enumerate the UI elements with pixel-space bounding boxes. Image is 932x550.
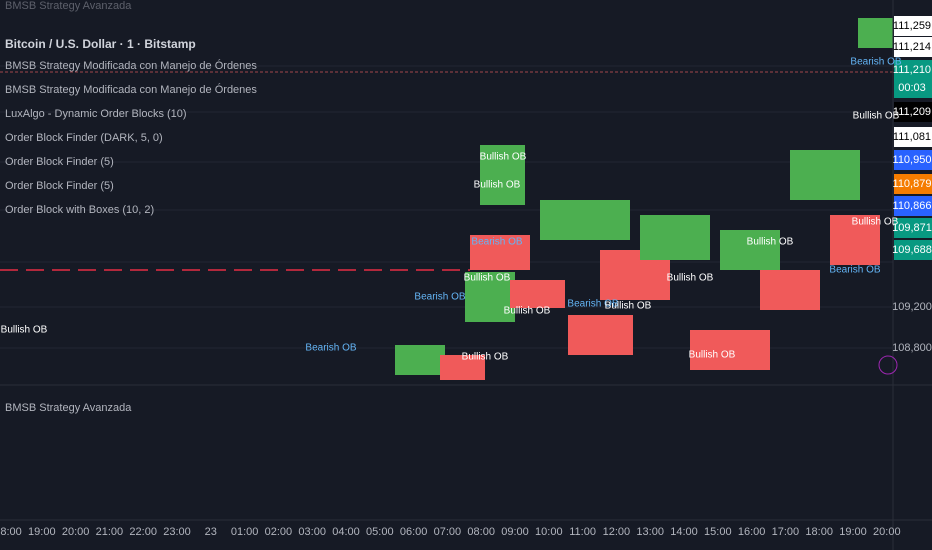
- annotation: Bullish OB: [504, 306, 551, 317]
- indicator-name[interactable]: Order Block Finder (DARK, 5, 0): [5, 132, 163, 144]
- time-label: 19:00: [28, 526, 56, 538]
- price-label-bg: [894, 78, 932, 98]
- price-label-bg: [894, 60, 932, 80]
- time-label: 18:00: [0, 526, 22, 538]
- time-label: 07:00: [434, 526, 462, 538]
- annotation: Bullish OB: [747, 237, 794, 248]
- indicator-name[interactable]: LuxAlgo - Dynamic Order Blocks (10): [5, 108, 187, 120]
- annotation: Bullish OB: [853, 111, 900, 122]
- annotation: Bullish OB: [464, 273, 511, 284]
- price-label: 109,688: [892, 244, 932, 256]
- annotation: Bullish OB: [605, 301, 652, 312]
- price-label-bg: [894, 102, 932, 122]
- price-label-bg: [894, 16, 932, 36]
- indicator-name[interactable]: Order Block Finder (5): [5, 180, 114, 192]
- indicator-name[interactable]: Order Block Finder (5): [5, 156, 114, 168]
- time-label: 08:00: [467, 526, 495, 538]
- time-label: 21:00: [96, 526, 124, 538]
- annotation: Bearish OB: [850, 57, 901, 68]
- time-label: 11:00: [569, 526, 596, 538]
- price-label: 108,800: [892, 342, 932, 354]
- time-label: 20:00: [873, 526, 901, 538]
- time-label: 09:00: [501, 526, 529, 538]
- price-label-bg: [894, 174, 932, 194]
- symbol-title[interactable]: Bitcoin / U.S. Dollar · 1 · Bitstamp: [5, 37, 196, 51]
- time-label: 23: [205, 526, 217, 538]
- alert-icon[interactable]: [878, 355, 898, 375]
- time-label: 17:00: [772, 526, 800, 538]
- time-label: 23:00: [163, 526, 191, 538]
- price-label-bg: [894, 127, 932, 147]
- price-label: 110,866: [893, 200, 932, 212]
- price-label: 109,871: [892, 222, 932, 234]
- indicator-name[interactable]: BMSB Strategy Modificada con Manejo de Ó…: [5, 59, 257, 72]
- annotation: Bullish OB: [667, 273, 714, 284]
- annotation: Bullish OB: [689, 350, 736, 361]
- lower-pane-title[interactable]: BMSB Strategy Avanzada: [5, 402, 132, 414]
- price-label-bg: [894, 240, 932, 260]
- price-label: 110,879: [893, 178, 932, 190]
- annotation: Bearish OB: [414, 292, 465, 303]
- price-label: 111,209: [893, 106, 931, 118]
- time-label: 20:00: [62, 526, 90, 538]
- time-label: 19:00: [839, 526, 867, 538]
- faded-title: BMSB Strategy Avanzada: [5, 0, 132, 12]
- time-label: 14:00: [670, 526, 698, 538]
- time-label: 10:00: [535, 526, 563, 538]
- price-label-bg: [894, 196, 932, 216]
- time-label: 12:00: [603, 526, 631, 538]
- price-label: 111,214: [893, 41, 931, 53]
- price-label: 111,259: [893, 20, 931, 32]
- annotation: Bullish OB: [852, 217, 899, 228]
- annotation: Bearish OB: [305, 343, 356, 354]
- time-label: 05:00: [366, 526, 394, 538]
- order-blocks: [395, 18, 893, 380]
- time-label: 18:00: [805, 526, 833, 538]
- annotation: Bearish OB: [567, 299, 618, 310]
- annotation: Bullish OB: [474, 180, 521, 191]
- price-label: 111,081: [893, 131, 931, 143]
- price-label: 110,950: [893, 154, 932, 166]
- time-label: 01:00: [231, 526, 259, 538]
- annotation: Bullish OB: [1, 325, 48, 336]
- time-label: 04:00: [332, 526, 360, 538]
- price-label: 109,200: [892, 301, 932, 313]
- time-label: 13:00: [636, 526, 664, 538]
- time-label: 06:00: [400, 526, 428, 538]
- annotation: Bearish OB: [829, 265, 880, 276]
- time-label: 03:00: [298, 526, 326, 538]
- annotation: Bearish OB: [471, 237, 522, 248]
- indicator-name[interactable]: Order Block with Boxes (10, 2): [5, 204, 154, 216]
- indicator-name[interactable]: BMSB Strategy Modificada con Manejo de Ó…: [5, 83, 257, 96]
- price-label-bg: [894, 150, 932, 170]
- time-label: 22:00: [129, 526, 157, 538]
- price-label-bg: [894, 218, 932, 238]
- time-label: 16:00: [738, 526, 766, 538]
- price-label-bg: [894, 37, 932, 57]
- price-label: 00:03: [898, 82, 926, 94]
- price-label: 111,210: [893, 64, 931, 76]
- time-label: 15:00: [704, 526, 732, 538]
- annotation: Bullish OB: [462, 352, 509, 363]
- time-label: 02:00: [265, 526, 293, 538]
- annotation: Bullish OB: [480, 152, 527, 163]
